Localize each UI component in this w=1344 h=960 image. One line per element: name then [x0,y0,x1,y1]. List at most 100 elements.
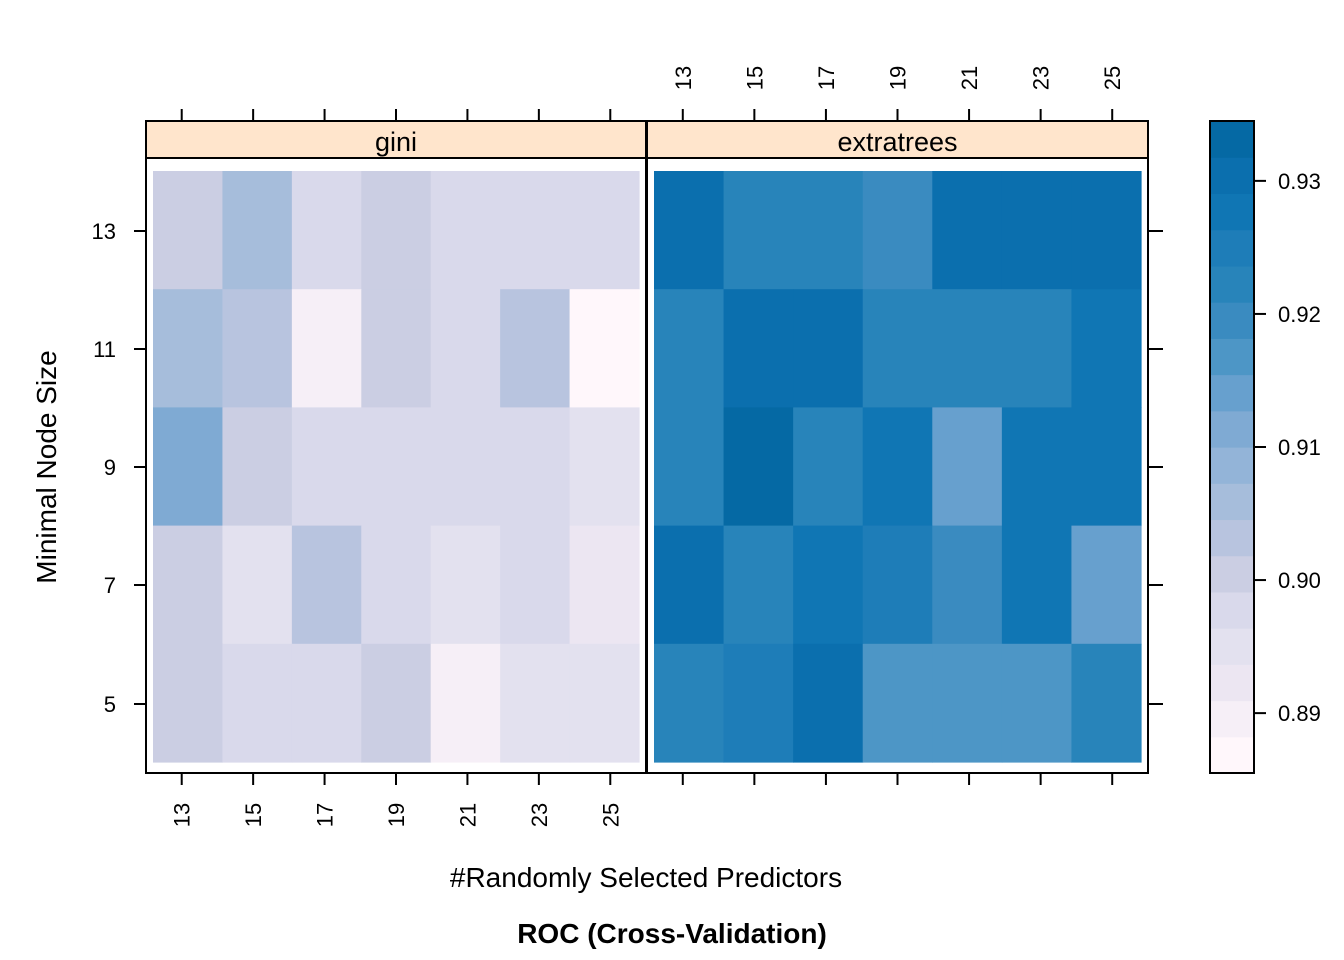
heatmap-cell [654,407,725,527]
colorbar-swatch [1210,555,1254,593]
heatmap-cell [793,407,864,527]
axes-layer: 13 15 17 19 21 23 25 13 15 17 19 21 23 25 5 7 9 11 13 [92,66,1163,827]
heatmap-cell [291,171,362,290]
heatmap-cell [291,643,362,763]
y-tick-label: 7 [104,573,116,598]
heatmap-cell [793,171,864,290]
colorbar-swatch [1210,410,1254,448]
x-tick-label-top: 23 [1029,66,1054,90]
heatmap-cell [500,525,571,645]
colorbar-swatch [1210,338,1254,376]
heatmap-cell [569,289,640,408]
heatmap-cell [569,171,640,290]
x-tick-label-bottom: 13 [170,803,195,827]
colorbar-swatch [1210,700,1254,738]
heatmap-cell [153,643,224,763]
y-tick-label: 11 [93,337,116,362]
heatmap-cell [723,525,794,645]
x-axis-label: #Randomly Selected Predictors [450,862,842,893]
x-tick-label-top: 15 [742,66,767,90]
y-tick-label: 13 [92,219,116,244]
heatmap-cell [361,407,432,527]
heatmap-cell [430,525,501,645]
colorbar-swatch [1210,229,1254,267]
x-tick-label-top: 17 [814,66,839,90]
heatmap-cell [430,643,501,763]
heatmap-cell [569,525,640,645]
heatmap-cell [862,525,933,645]
strip-label-gini: gini [375,127,417,157]
heatmap-cell [723,643,794,763]
heatmap-cell [1071,643,1142,763]
heatmap-cell [654,289,725,408]
heatmap-cell [723,289,794,408]
heatmap-cell [932,643,1003,763]
heatmap-cell [500,643,571,763]
heatmap-cell [1001,407,1073,527]
heatmap-cell [932,525,1003,645]
heatmap-cell [932,407,1003,527]
chart-title: ROC (Cross-Validation) [517,918,827,949]
x-tick-label-bottom: 19 [384,803,409,827]
heatmap-cell [1001,289,1073,408]
heatmap-cell [430,289,501,408]
heatmap-cell [361,525,432,645]
colorbar-swatch [1210,447,1254,484]
x-tick-label-bottom: 21 [455,803,480,827]
x-tick-label-top: 25 [1100,66,1125,90]
heatmap-cell [153,171,224,290]
strip-gini [145,120,647,159]
panel-extratrees: extratrees [646,120,1149,774]
heatmap-cell [654,171,725,290]
heatmap-cell [862,407,933,527]
heatmap-cell [932,171,1003,290]
heatmap-cell [862,289,933,408]
y-tick-label: 9 [104,455,116,480]
heatmap-cell [723,171,794,290]
heatmap-cell [932,289,1003,408]
colorbar-tick-label: 0.89 [1278,701,1321,726]
x-tick-label-top: 21 [957,66,982,90]
colorbar-tick-label: 0.90 [1278,568,1321,593]
x-tick-label-top: 19 [886,66,911,90]
heatmap-cell [1071,525,1142,645]
colorbar-swatch [1210,157,1254,195]
heatmap-cell [862,171,933,290]
x-tick-label-top: 13 [671,66,696,90]
heatmap-cell [793,289,864,408]
heatmap-cell [569,407,640,527]
heatmap-cell [222,525,293,645]
heatmap-cell [153,525,224,645]
colorbar-swatch [1210,121,1254,158]
heatmap-cell [361,289,432,408]
colorbar: 0.89 0.90 0.91 0.92 0.93 [1209,120,1321,774]
heatmap-cell [500,289,571,408]
heatmap-cell [153,407,224,527]
heatmap-cell [500,171,571,290]
colorbar-swatch [1210,519,1254,557]
heatmap-cell [1001,171,1073,290]
x-tick-label-bottom: 25 [598,803,623,827]
heatmap-cell [222,643,293,763]
colorbar-swatch [1210,374,1254,412]
heatmap-cell [1071,171,1142,290]
panels-layer: gini extratrees [145,120,1149,774]
heatmap-cell [1071,289,1142,408]
colorbar-tick-label: 0.91 [1278,435,1321,460]
heatmap-cell [361,171,432,290]
strip-label-extratrees: extratrees [837,127,957,157]
heatmap-cell [793,525,864,645]
y-tick-label: 5 [104,692,116,717]
heatmap-cell [291,289,362,408]
heatmap-cell [793,643,864,763]
heatmap-cell [222,407,293,527]
heatmap-cell [1071,407,1142,527]
heatmap-cell [361,643,432,763]
heatmap-cell [862,643,933,763]
heatmap-cell [1001,525,1073,645]
heatmap-cell [291,525,362,645]
colorbar-swatch [1210,302,1254,339]
colorbar-tick-label: 0.93 [1278,169,1321,194]
x-tick-label-bottom: 15 [241,803,266,827]
